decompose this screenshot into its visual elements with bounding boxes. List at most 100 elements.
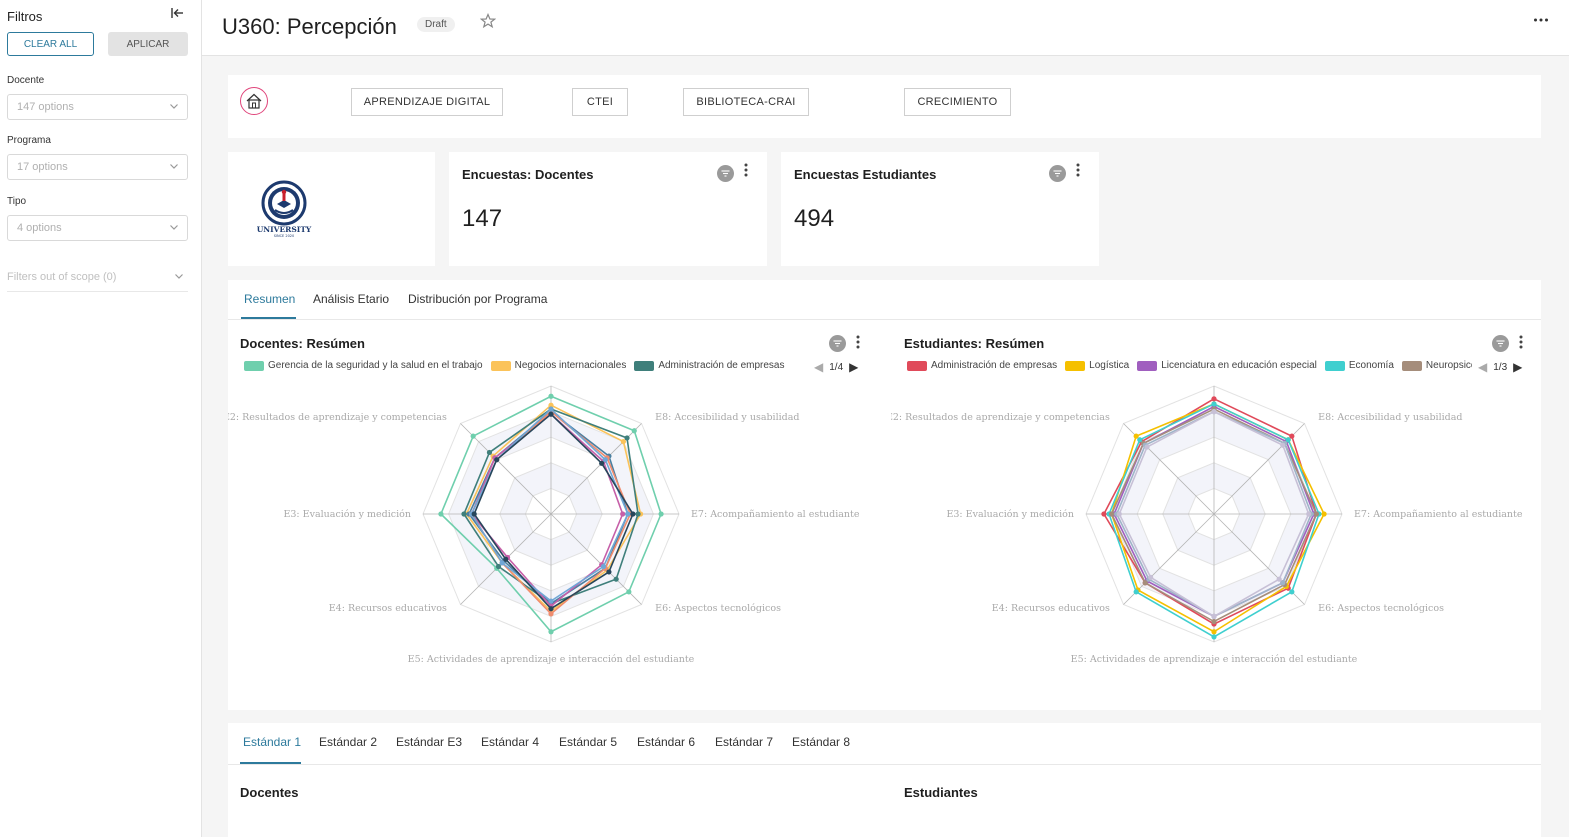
radar-point[interactable] xyxy=(1142,580,1148,586)
nav-button-ctei[interactable]: CTEI xyxy=(572,88,628,116)
radar-point[interactable] xyxy=(486,449,493,456)
radar-point[interactable] xyxy=(1211,409,1217,415)
tab-distribucion-programa[interactable]: Distribución por Programa xyxy=(408,292,548,306)
tab-estandar-1[interactable]: Estándar 1 xyxy=(243,735,302,749)
radar-point[interactable] xyxy=(620,438,627,445)
radar-point[interactable] xyxy=(548,598,554,604)
radar-point[interactable] xyxy=(1116,511,1122,517)
more-options-icon[interactable] xyxy=(1533,12,1549,33)
filter-icon[interactable] xyxy=(717,165,734,182)
vertical-dots-icon[interactable] xyxy=(1519,335,1523,352)
vertical-dots-icon[interactable] xyxy=(1076,163,1080,180)
radar-point[interactable] xyxy=(499,560,505,566)
tab-resumen[interactable]: Resumen xyxy=(244,292,296,306)
filter-select-docente[interactable]: 147 options xyxy=(7,94,188,120)
legend-item[interactable]: Economía xyxy=(1324,360,1394,371)
radar-point[interactable] xyxy=(1211,634,1217,640)
filter-select-tipo[interactable]: 4 options xyxy=(7,215,188,241)
radar-point[interactable] xyxy=(548,611,554,617)
radar-point[interactable] xyxy=(1211,613,1217,619)
radar-point[interactable] xyxy=(438,511,444,517)
radar-point[interactable] xyxy=(658,511,664,517)
radar-point[interactable] xyxy=(461,511,467,517)
radar-point[interactable] xyxy=(1285,437,1291,443)
radar-point[interactable] xyxy=(1101,511,1107,517)
tab-estandar-8[interactable]: Estándar 8 xyxy=(792,735,851,749)
legend-item[interactable]: Licenciatura en educación especial xyxy=(1137,360,1317,371)
filter-icon[interactable] xyxy=(1492,335,1509,352)
radar-point[interactable] xyxy=(1211,629,1217,635)
legend-item[interactable]: Logística xyxy=(1065,360,1129,371)
radar-point[interactable] xyxy=(1313,511,1319,517)
radar-point[interactable] xyxy=(1211,396,1217,402)
radar-point[interactable] xyxy=(631,428,637,434)
radar-point[interactable] xyxy=(1211,618,1217,625)
radar-point[interactable] xyxy=(630,511,636,517)
radar-point[interactable] xyxy=(1144,444,1150,450)
tab-estandar-2[interactable]: Estándar 2 xyxy=(319,735,378,749)
filter-icon[interactable] xyxy=(829,335,846,352)
radar-point[interactable] xyxy=(625,511,631,517)
radar-point[interactable] xyxy=(1148,574,1154,580)
radar-point[interactable] xyxy=(1321,511,1327,517)
nav-button-biblioteca-crai[interactable]: BIBLIOTECA-CRAI xyxy=(683,88,809,116)
radar-point[interactable] xyxy=(626,589,632,595)
legend-item[interactable]: Administración de empresas xyxy=(907,360,1057,371)
radar-point[interactable] xyxy=(1289,433,1295,439)
tab-estandar-3[interactable]: Estándar E3 xyxy=(396,735,463,749)
radar-point[interactable] xyxy=(1276,576,1282,582)
radar-point[interactable] xyxy=(503,556,509,562)
home-icon[interactable] xyxy=(240,87,268,115)
radar-point[interactable] xyxy=(1289,589,1295,595)
pager-prev-icon[interactable]: ◀ xyxy=(1478,360,1488,374)
radar-point[interactable] xyxy=(495,563,502,570)
radar-point[interactable] xyxy=(548,411,554,417)
radar-point[interactable] xyxy=(624,435,630,441)
radar-point[interactable] xyxy=(599,460,605,466)
radar-point[interactable] xyxy=(1109,511,1115,517)
radar-point[interactable] xyxy=(606,569,612,575)
radar-point[interactable] xyxy=(600,563,607,570)
legend-item[interactable]: Gerencia de la seguridad y la salud en e… xyxy=(244,360,483,371)
tab-estandar-6[interactable]: Estándar 6 xyxy=(637,735,696,749)
radar-point[interactable] xyxy=(471,511,477,517)
radar-point[interactable] xyxy=(548,402,554,408)
radar-point[interactable] xyxy=(1306,511,1312,517)
legend-item[interactable]: Neuropsicopedagogía xyxy=(1401,360,1472,371)
tab-estandar-5[interactable]: Estándar 5 xyxy=(559,735,618,749)
collapse-sidebar-icon[interactable] xyxy=(170,6,184,24)
radar-point[interactable] xyxy=(1133,589,1139,595)
legend-item[interactable]: Negocios internacionales xyxy=(490,360,626,371)
vertical-dots-icon[interactable] xyxy=(856,335,860,352)
radar-point[interactable] xyxy=(548,393,554,399)
nav-button-crecimiento[interactable]: CRECIMIENTO xyxy=(904,88,1011,116)
radar-point[interactable] xyxy=(1280,580,1286,586)
pager-next-icon[interactable]: ▶ xyxy=(849,360,859,374)
star-icon[interactable] xyxy=(479,12,497,34)
radar-point[interactable] xyxy=(470,433,476,439)
filter-icon[interactable] xyxy=(1049,165,1066,182)
radar-point[interactable] xyxy=(494,457,500,463)
radar-point[interactable] xyxy=(620,511,626,517)
radar-point[interactable] xyxy=(548,606,554,612)
radar-point[interactable] xyxy=(548,629,554,635)
pager-prev-icon[interactable]: ◀ xyxy=(814,360,824,374)
radar-point[interactable] xyxy=(635,511,641,517)
tab-estandar-4[interactable]: Estándar 4 xyxy=(481,735,540,749)
radar-point[interactable] xyxy=(1280,442,1286,448)
radar-point[interactable] xyxy=(1133,433,1139,439)
radar-point[interactable] xyxy=(1137,437,1143,443)
apply-button[interactable]: APLICAR xyxy=(108,32,188,56)
tab-estandar-7[interactable]: Estándar 7 xyxy=(715,735,774,749)
radar-point[interactable] xyxy=(613,576,619,582)
clear-all-button[interactable]: CLEAR ALL xyxy=(7,32,94,56)
vertical-dots-icon[interactable] xyxy=(744,163,748,180)
radar-point[interactable] xyxy=(548,406,554,412)
filters-out-of-scope[interactable]: Filters out of scope (0) xyxy=(7,271,188,292)
filter-select-programa[interactable]: 17 options xyxy=(7,154,188,180)
legend-item[interactable]: Administración de empresas xyxy=(634,360,785,371)
pager-next-icon[interactable]: ▶ xyxy=(1513,360,1523,374)
radar-point[interactable] xyxy=(1211,401,1217,407)
tab-analisis-etario[interactable]: Análisis Etario xyxy=(313,292,390,306)
nav-button-aprendizaje-digital[interactable]: APRENDIZAJE DIGITAL xyxy=(351,88,503,116)
